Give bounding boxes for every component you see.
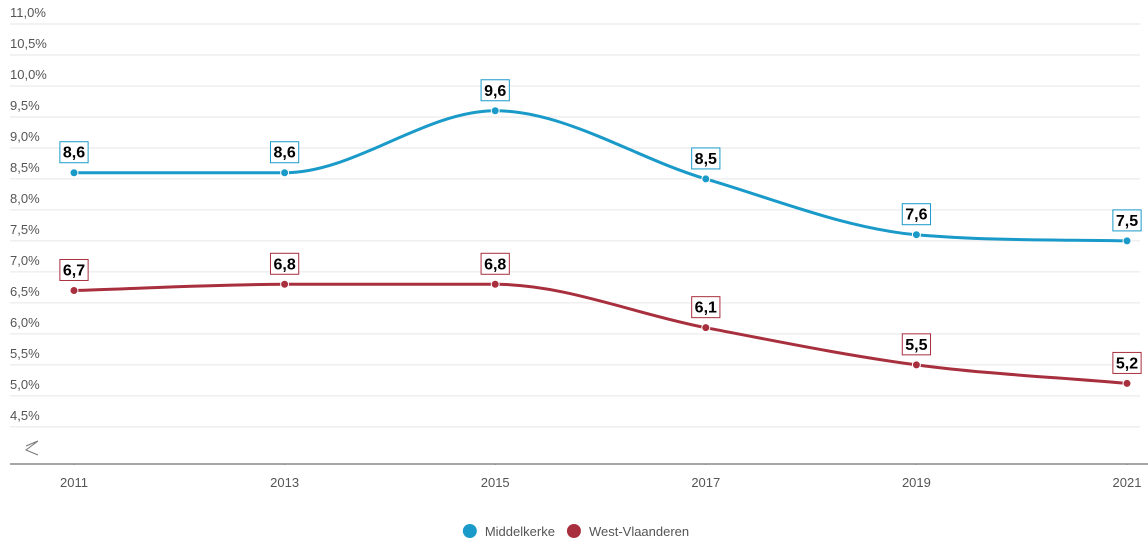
y-tick-label: 6,5% xyxy=(10,284,40,299)
axis-break xyxy=(25,440,39,456)
y-tick-label: 7,0% xyxy=(10,253,40,268)
y-tick-label: 10,5% xyxy=(10,36,47,51)
y-tick-label: 9,0% xyxy=(10,129,40,144)
data-label-box xyxy=(691,147,721,170)
data-label-box xyxy=(901,333,932,356)
data-label-text: 5,5 xyxy=(905,337,927,354)
data-label-box xyxy=(269,252,300,275)
data-label-text: 7,5 xyxy=(1116,213,1138,230)
data-label: 6,8 xyxy=(480,252,510,275)
data-label-box xyxy=(901,203,932,226)
y-tick-label: 10,0% xyxy=(10,67,47,82)
point xyxy=(1122,236,1132,246)
y-tick-label: 8,5% xyxy=(10,160,40,175)
data-label: 5,2 xyxy=(1112,351,1142,374)
y-tick-label: 6,0% xyxy=(10,315,40,330)
y-tick-label: 9,5% xyxy=(10,98,40,113)
legend-marker xyxy=(566,524,581,538)
y-tick-label: 5,5% xyxy=(10,346,40,361)
point xyxy=(701,323,711,333)
point xyxy=(280,279,290,289)
x-tick-label: 2015 xyxy=(481,475,510,490)
data-label: 8,6 xyxy=(59,141,89,164)
data-label-text: 6,8 xyxy=(273,256,295,273)
series-line xyxy=(74,109,1128,243)
legend-marker xyxy=(462,524,477,538)
data-label-text: 8,5 xyxy=(695,151,717,168)
y-tick-label: 8,0% xyxy=(10,191,40,206)
x-tick-label: 2013 xyxy=(270,475,299,490)
point xyxy=(69,168,79,178)
point xyxy=(69,285,79,295)
data-label-box xyxy=(1112,209,1142,232)
data-label-box xyxy=(480,252,510,275)
data-label: 8,5 xyxy=(691,147,721,170)
legend: Middelkerke West-Vlaanderen xyxy=(462,524,689,539)
data-label-box xyxy=(1112,351,1142,374)
data-label: 7,5 xyxy=(1112,209,1142,232)
y-tick-label: 11,0% xyxy=(10,5,46,20)
x-tick-label: 2021 xyxy=(1113,475,1142,490)
data-label-text: 7,6 xyxy=(905,207,927,224)
y-tick-label: 5,0% xyxy=(10,377,40,392)
data-label-text: 6,7 xyxy=(63,262,85,279)
data-label: 6,7 xyxy=(59,258,89,281)
data-label-box xyxy=(480,79,510,102)
data-label-text: 6,1 xyxy=(695,300,717,317)
data-label: 6,1 xyxy=(691,296,721,319)
data-label: 9,6 xyxy=(480,79,510,102)
data-label: 5,5 xyxy=(901,333,932,356)
series-line xyxy=(73,282,1128,385)
data-label-text: 9,6 xyxy=(484,83,506,100)
point xyxy=(490,279,500,289)
y-tick-label: 7,5% xyxy=(10,222,40,237)
x-tick-label: 2019 xyxy=(902,475,931,490)
y-tick-label: 4,5% xyxy=(10,408,40,423)
data-label-box xyxy=(59,141,89,164)
data-label-text: 6,8 xyxy=(484,256,506,273)
point xyxy=(911,230,921,240)
data-label-box xyxy=(269,141,300,164)
data-label: 8,6 xyxy=(269,141,300,164)
point xyxy=(490,106,500,116)
data-label-text: 8,6 xyxy=(63,145,85,162)
data-label: 6,8 xyxy=(269,252,300,275)
x-tick-label: 2011 xyxy=(60,475,88,490)
point xyxy=(911,360,921,370)
data-label-text: 5,2 xyxy=(1116,355,1138,372)
point xyxy=(1122,378,1132,388)
legend-label: Middelkerke xyxy=(485,524,555,539)
data-label-box xyxy=(691,296,721,319)
point xyxy=(280,168,290,178)
point xyxy=(701,174,711,184)
x-tick-label: 2017 xyxy=(691,475,720,490)
legend-label: West-Vlaanderen xyxy=(589,524,689,539)
data-label-text: 8,6 xyxy=(273,145,295,162)
data-label: 7,6 xyxy=(901,203,932,226)
data-label-box xyxy=(59,258,89,281)
